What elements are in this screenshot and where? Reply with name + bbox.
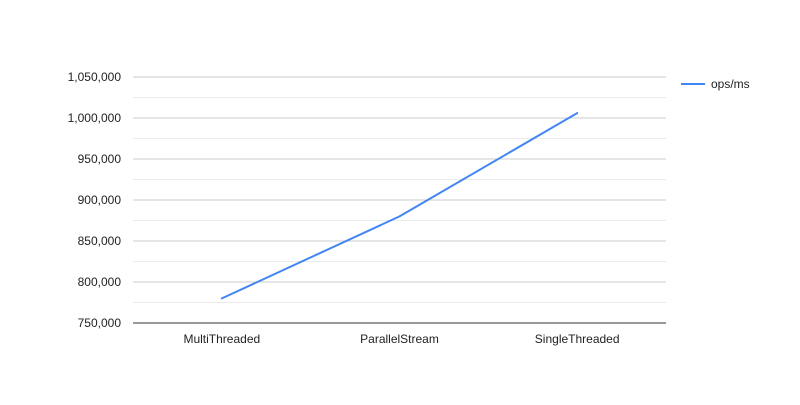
grid (133, 76, 666, 303)
y-tick-label: 750,000 (78, 316, 122, 330)
x-tick-label: SingleThreaded (535, 332, 620, 346)
axes: 750,000 800,000 850,000 900,000 950,000 1,000… (68, 70, 666, 346)
data-point[interactable] (576, 112, 578, 114)
y-tick-label: 800,000 (78, 275, 122, 289)
series-line[interactable] (220, 112, 579, 300)
y-tick-label: 1,050,000 (68, 70, 122, 84)
y-tick-label: 1,000,000 (68, 111, 122, 125)
x-tick-label: ParallelStream (360, 332, 439, 346)
series-layer (220, 112, 579, 300)
data-point[interactable] (221, 297, 223, 299)
y-tick-label: 900,000 (78, 193, 122, 207)
x-tick-label: MultiThreaded (183, 332, 260, 346)
data-point[interactable] (399, 215, 400, 217)
legend-label[interactable]: ops/ms (711, 77, 750, 91)
y-tick-label: 850,000 (78, 234, 122, 248)
y-tick-label: 950,000 (78, 152, 122, 166)
legend[interactable]: ops/ms (681, 77, 750, 91)
